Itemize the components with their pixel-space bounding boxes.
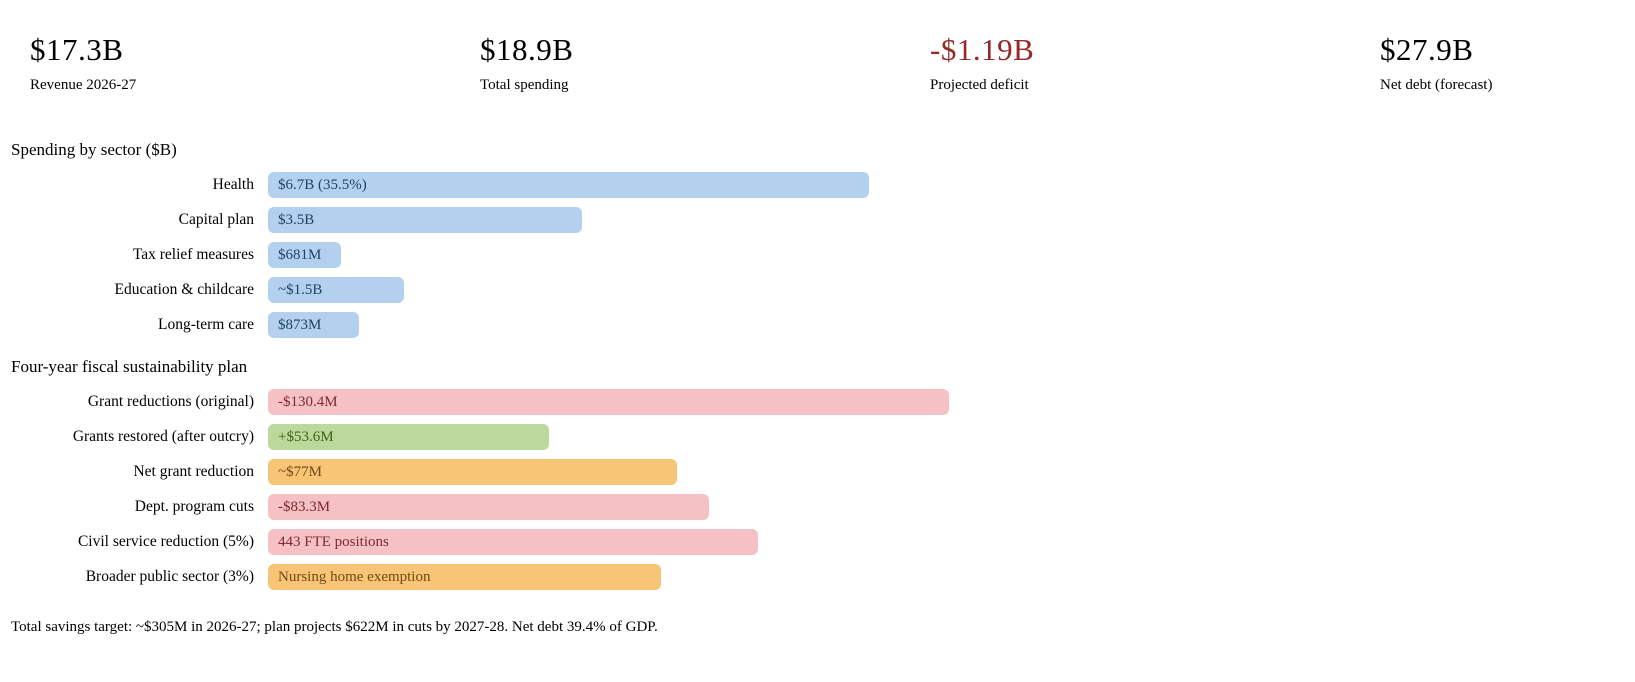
bar-row-health: Health $6.7B (35.5%): [0, 172, 1635, 198]
bar-label: Tax relief measures: [132, 246, 254, 263]
bar-label: Capital plan: [178, 211, 254, 228]
bar-grants-restored: +$53.6M: [268, 424, 549, 450]
bar-broader-public-sector: Nursing home exemption: [268, 564, 661, 590]
bar-dept-program-cuts: -$83.3M: [268, 494, 709, 520]
bar-health: $6.7B (35.5%): [268, 172, 869, 198]
bar-row-dept-program-cuts: Dept. program cuts -$83.3M: [0, 494, 1635, 520]
stat-label: Revenue 2026-27: [30, 77, 137, 93]
bar-label: Grants restored (after outcry): [72, 428, 254, 445]
bar-row-broader-public-sector: Broader public sector (3%) Nursing home …: [0, 564, 1635, 590]
footnote: Total savings target: ~$305M in 2026-27;…: [11, 619, 658, 635]
stat-net-debt: $27.9B Net debt (forecast): [1380, 33, 1635, 94]
bar-row-long-term-care: Long-term care $873M: [0, 312, 1635, 338]
stat-value: -$1.19B: [930, 32, 1035, 67]
stat-label: Total spending: [480, 77, 569, 93]
bar-label: Health: [212, 176, 254, 193]
stat-projected-deficit: -$1.19B Projected deficit: [930, 33, 1380, 94]
bar-education-childcare: ~$1.5B: [268, 277, 404, 303]
bar-row-tax-relief: Tax relief measures $681M: [0, 242, 1635, 268]
bar-row-net-grant-reduction: Net grant reduction ~$77M: [0, 459, 1635, 485]
section-title-fiscal-plan: Four-year fiscal sustainability plan: [11, 357, 248, 376]
bar-label: Civil service reduction (5%): [77, 533, 254, 550]
stat-value: $17.3B: [30, 32, 124, 67]
bar-row-capital-plan: Capital plan $3.5B: [0, 207, 1635, 233]
bar-long-term-care: $873M: [268, 312, 359, 338]
bar-label: Education & childcare: [114, 281, 254, 298]
kpi-row: $17.3B Revenue 2026-27 $18.9B Total spen…: [0, 33, 1635, 94]
bar-net-grant-reduction: ~$77M: [268, 459, 677, 485]
bar-label: Net grant reduction: [133, 463, 254, 480]
stat-value: $18.9B: [480, 32, 574, 67]
section-title-spending: Spending by sector ($B): [11, 140, 177, 159]
bar-label: Grant reductions (original): [87, 393, 254, 410]
bar-grant-reductions: -$130.4M: [268, 389, 949, 415]
stat-label: Projected deficit: [930, 77, 1029, 93]
stat-value: $27.9B: [1380, 32, 1474, 67]
stat-label: Net debt (forecast): [1380, 77, 1493, 93]
stat-total-spending: $18.9B Total spending: [480, 33, 930, 94]
bar-tax-relief: $681M: [268, 242, 341, 268]
bar-label: Dept. program cuts: [134, 498, 254, 515]
bar-label: Broader public sector (3%): [85, 568, 254, 585]
bar-row-education-childcare: Education & childcare ~$1.5B: [0, 277, 1635, 303]
bar-row-grants-restored: Grants restored (after outcry) +$53.6M: [0, 424, 1635, 450]
stat-revenue: $17.3B Revenue 2026-27: [30, 33, 480, 94]
bar-row-civil-service-reduction: Civil service reduction (5%) 443 FTE pos…: [0, 529, 1635, 555]
bar-capital-plan: $3.5B: [268, 207, 582, 233]
bar-civil-service-reduction: 443 FTE positions: [268, 529, 758, 555]
bar-label: Long-term care: [158, 316, 254, 333]
bar-row-grant-reductions: Grant reductions (original) -$130.4M: [0, 389, 1635, 415]
